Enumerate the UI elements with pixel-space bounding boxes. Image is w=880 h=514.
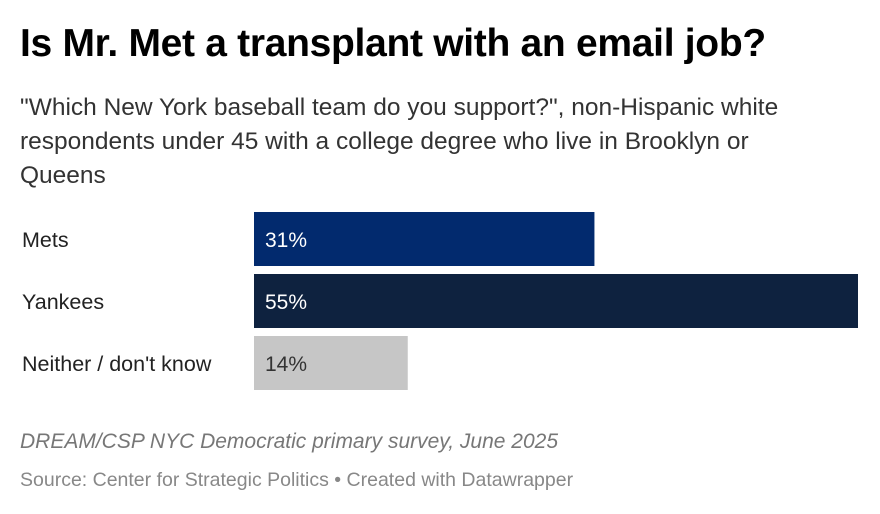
category-label: Yankees xyxy=(22,290,104,314)
bar xyxy=(254,274,858,328)
category-label: Neither / don't know xyxy=(22,352,212,376)
chart-note: DREAM/CSP NYC Democratic primary survey,… xyxy=(20,430,558,453)
bar xyxy=(254,336,408,390)
category-label: Mets xyxy=(22,228,69,252)
chart-source: Source: Center for Strategic Politics • … xyxy=(20,469,574,491)
chart-title: Is Mr. Met a transplant with an email jo… xyxy=(20,22,766,65)
bar-value-label: 31% xyxy=(265,229,307,252)
bar xyxy=(254,212,595,266)
bar-value-label: 14% xyxy=(265,353,307,376)
bar-value-label: 55% xyxy=(265,291,307,314)
chart-subtitle: "Which New York baseball team do you sup… xyxy=(20,94,779,189)
